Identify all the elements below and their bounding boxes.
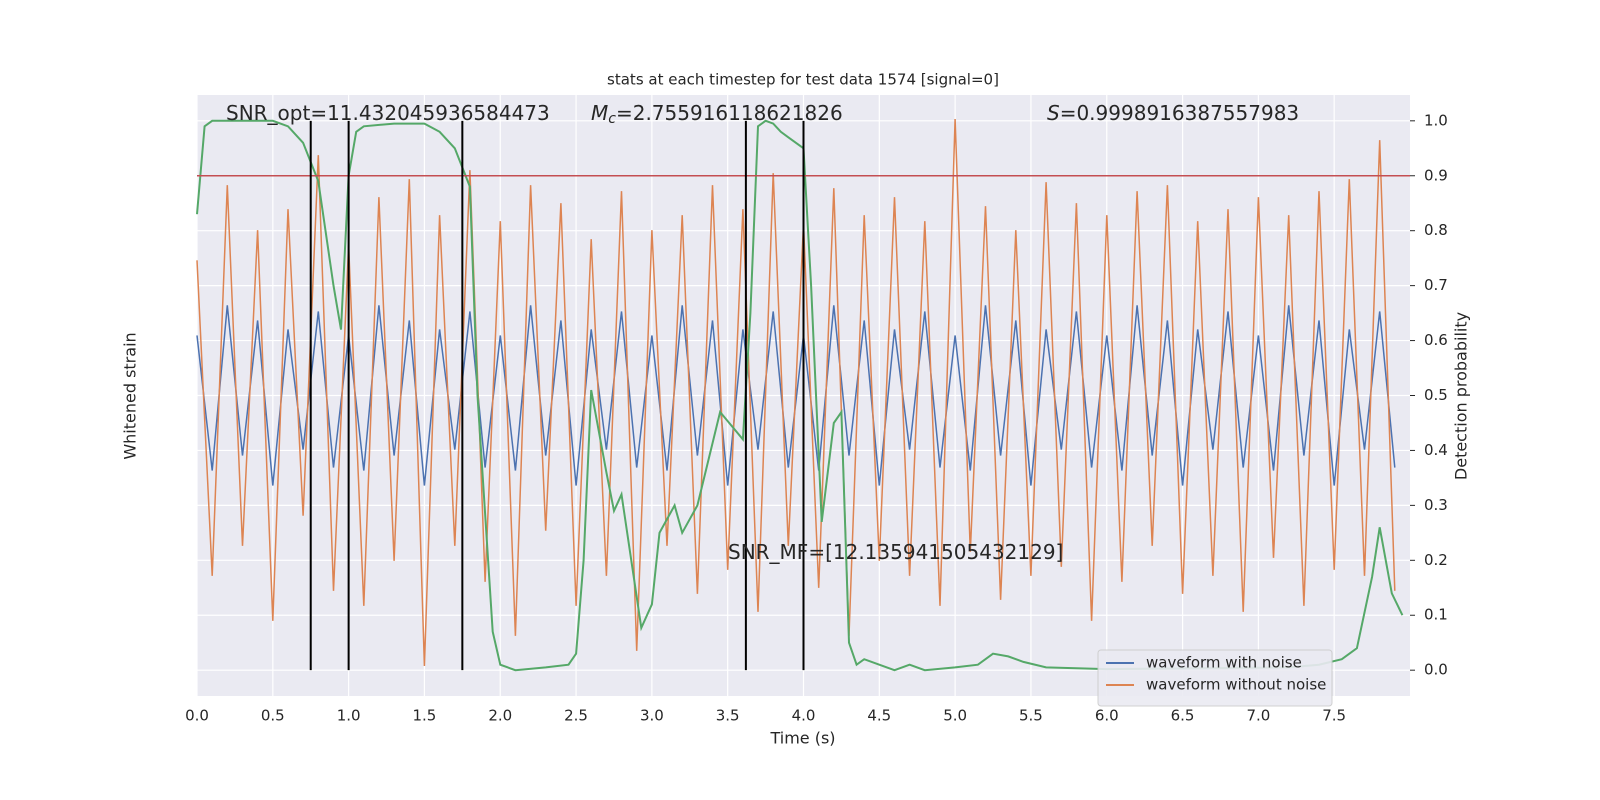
annotation: SNR_MF=[12.135941505432129] bbox=[728, 540, 1063, 564]
x-tick-label: 0.5 bbox=[261, 707, 285, 725]
annotation-text: =2.755916118621826 bbox=[616, 101, 843, 125]
legend-box bbox=[1097, 649, 1333, 707]
x-tick-label: 4.5 bbox=[867, 707, 891, 725]
y2-tick-label: 0.7 bbox=[1424, 276, 1448, 294]
annotation-subscript: c bbox=[608, 111, 616, 127]
y2-axis-label: Detection probability bbox=[1452, 312, 1471, 480]
annotation: SNR_opt=11.432045936584473 bbox=[226, 101, 550, 125]
x-tick-label: 6.0 bbox=[1095, 707, 1119, 725]
x-tick-label: 5.0 bbox=[943, 707, 967, 725]
legend-label: waveform without noise bbox=[1146, 676, 1326, 694]
x-tick-label: 3.0 bbox=[640, 707, 664, 725]
y2-tick-label: 0.0 bbox=[1424, 661, 1448, 679]
chart-title: stats at each timestep for test data 157… bbox=[607, 71, 999, 89]
y2-tick-label: 0.6 bbox=[1424, 331, 1448, 349]
y2-tick-label: 1.0 bbox=[1424, 111, 1448, 129]
x-tick-label: 0.0 bbox=[185, 707, 209, 725]
y2-tick-label: 0.9 bbox=[1424, 166, 1448, 184]
series-line bbox=[196, 305, 1396, 486]
y2-tick-label: 0.8 bbox=[1424, 221, 1448, 239]
annotation-symbol: M bbox=[591, 101, 608, 125]
x-tick-label: 6.5 bbox=[1171, 707, 1195, 725]
x-tick-label: 1.5 bbox=[413, 707, 437, 725]
annotation: Mc=2.755916118621826 bbox=[591, 101, 843, 128]
y-axis-label: Whitened strain bbox=[121, 332, 140, 459]
x-tick-label: 2.0 bbox=[488, 707, 512, 725]
annotation-symbol: S bbox=[1047, 101, 1060, 125]
x-tick-label: 4.0 bbox=[792, 707, 816, 725]
x-tick-label: 7.5 bbox=[1322, 707, 1346, 725]
y2-tick-label: 0.3 bbox=[1424, 496, 1448, 514]
y2-tick-label: 0.1 bbox=[1424, 606, 1448, 624]
x-axis-label: Time (s) bbox=[769, 729, 835, 748]
series-line bbox=[196, 118, 1396, 667]
x-tick-label: 7.0 bbox=[1246, 707, 1270, 725]
legend-label: waveform with noise bbox=[1146, 654, 1302, 672]
annotation-text: =0.9998916387557983 bbox=[1060, 101, 1299, 125]
y2-tick-label: 0.2 bbox=[1424, 551, 1448, 569]
annotation-text: SNR_MF=[12.135941505432129] bbox=[728, 540, 1063, 564]
x-tick-label: 5.5 bbox=[1019, 707, 1043, 725]
x-tick-label: 2.5 bbox=[564, 707, 588, 725]
series-line bbox=[196, 119, 1404, 672]
x-tick-label: 1.0 bbox=[337, 707, 361, 725]
x-tick-label: 3.5 bbox=[716, 707, 740, 725]
y2-tick-label: 0.5 bbox=[1424, 386, 1448, 404]
annotation: S=0.9998916387557983 bbox=[1047, 101, 1299, 125]
y2-tick-label: 0.4 bbox=[1424, 441, 1448, 459]
annotation-text: SNR_opt=11.432045936584473 bbox=[226, 101, 550, 125]
